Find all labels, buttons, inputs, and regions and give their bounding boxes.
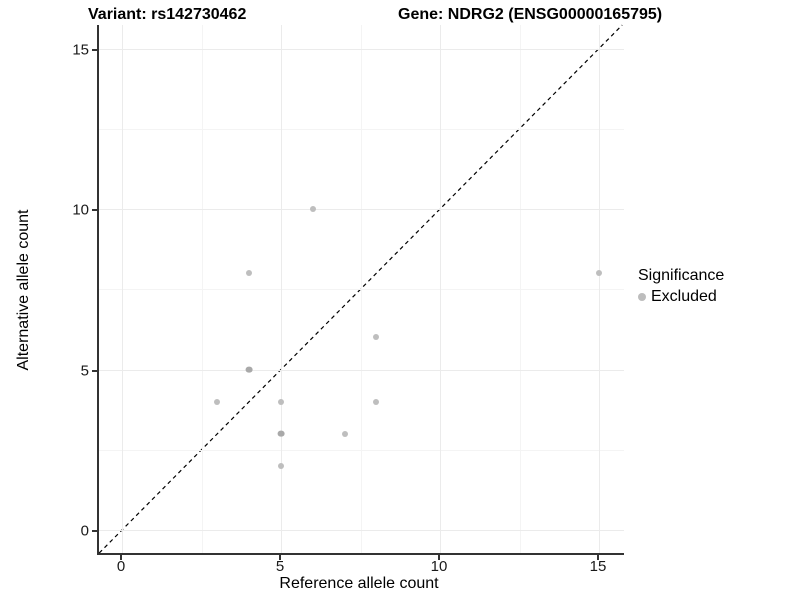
- plot-title-variant: Variant: rs142730462: [88, 6, 247, 23]
- major-gridline: [99, 370, 624, 371]
- x-tick-label: 10: [430, 558, 448, 575]
- major-gridline: [99, 49, 624, 50]
- plot-panel: [97, 24, 624, 555]
- y-axis-tick: [92, 209, 97, 211]
- legend-title: Significance: [638, 267, 725, 284]
- excluded-point-icon: [638, 293, 646, 301]
- y-tick-label: 0: [80, 522, 89, 540]
- x-tick-label: 15: [589, 558, 607, 575]
- minor-gridline: [99, 129, 624, 130]
- x-axis-tick: [120, 555, 122, 560]
- identity-line: [98, 24, 623, 554]
- data-point: [277, 430, 285, 438]
- data-point: [278, 462, 284, 469]
- data-point: [309, 206, 316, 212]
- major-gridline: [99, 209, 624, 210]
- legend: Significance Excluded: [638, 267, 724, 306]
- plot-title-gene: Gene: NDRG2 (ENSG00000165795): [398, 6, 663, 23]
- y-axis-tick: [92, 530, 97, 532]
- x-tick-label: 5: [275, 558, 285, 575]
- y-tick-label: 10: [72, 201, 89, 219]
- y-tick-label: 5: [80, 362, 89, 379]
- legend-item-label: Excluded: [651, 288, 717, 305]
- data-point: [373, 398, 380, 405]
- y-axis-title: Alternative allele count: [15, 209, 32, 371]
- data-point: [214, 398, 221, 405]
- x-axis-tick: [597, 555, 599, 560]
- data-point: [278, 398, 284, 405]
- y-axis-tick: [92, 369, 97, 372]
- x-axis-title: Reference allele count: [279, 575, 439, 592]
- data-point: [373, 334, 380, 341]
- major-gridline: [599, 25, 600, 553]
- data-point: [246, 270, 253, 277]
- major-gridline: [99, 530, 624, 531]
- major-gridline: [281, 25, 282, 553]
- major-gridline: [440, 25, 441, 553]
- x-tick-label: 0: [116, 558, 126, 575]
- legend-item-excluded: Excluded: [638, 288, 724, 306]
- data-point: [341, 430, 348, 437]
- major-gridline: [122, 25, 123, 553]
- minor-gridline: [99, 289, 624, 290]
- x-axis-tick: [438, 555, 440, 560]
- y-axis-tick: [92, 48, 97, 51]
- minor-gridline: [99, 450, 624, 451]
- data-point: [596, 270, 602, 277]
- x-axis-tick: [279, 555, 281, 560]
- y-tick-label: 15: [72, 41, 89, 58]
- data-point: [245, 366, 253, 373]
